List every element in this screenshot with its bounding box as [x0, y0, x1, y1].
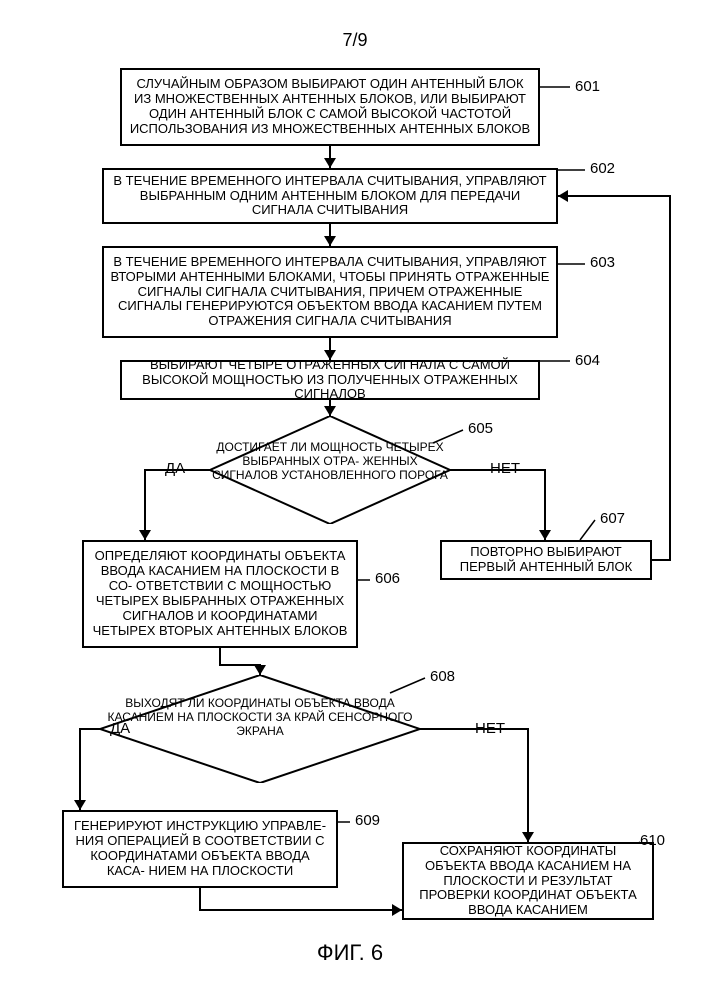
flow-box-text: ОПРЕДЕЛЯЮТ КООРДИНАТЫ ОБЪЕКТА ВВОДА КАСА…	[90, 549, 350, 639]
flow-decision-n608: ВЫХОДЯТ ЛИ КООРДИНАТЫ ОБЪЕКТА ВВОДА КАСА…	[100, 675, 420, 783]
flow-edge	[200, 888, 402, 910]
branch-label-e608_no: НЕТ	[475, 720, 505, 737]
flow-box-n601: СЛУЧАЙНЫМ ОБРАЗОМ ВЫБИРАЮТ ОДИН АНТЕННЫЙ…	[120, 68, 540, 146]
flow-box-n607: ПОВТОРНО ВЫБИРАЮТ ПЕРВЫЙ АНТЕННЫЙ БЛОК	[440, 540, 652, 580]
flow-box-n603: В ТЕЧЕНИЕ ВРЕМЕННОГО ИНТЕРВАЛА СЧИТЫВАНИ…	[102, 246, 558, 338]
ref-label-603: 603	[590, 254, 615, 271]
flow-box-text: В ТЕЧЕНИЕ ВРЕМЕННОГО ИНТЕРВАЛА СЧИТЫВАНИ…	[110, 255, 550, 330]
flow-edge	[80, 729, 100, 810]
ref-label-608: 608	[430, 668, 455, 685]
ref-label-606: 606	[375, 570, 400, 587]
flow-box-n606: ОПРЕДЕЛЯЮТ КООРДИНАТЫ ОБЪЕКТА ВВОДА КАСА…	[82, 540, 358, 648]
flow-edge	[450, 470, 545, 540]
ref-label-604: 604	[575, 352, 600, 369]
flow-box-text: ГЕНЕРИРУЮТ ИНСТРУКЦИЮ УПРАВЛЕ- НИЯ ОПЕРА…	[70, 819, 330, 879]
ref-label-601: 601	[575, 78, 600, 95]
branch-label-e605_no: НЕТ	[490, 460, 520, 477]
branch-label-e608_yes: ДА	[110, 720, 130, 737]
flow-box-text: СЛУЧАЙНЫМ ОБРАЗОМ ВЫБИРАЮТ ОДИН АНТЕННЫЙ…	[128, 77, 532, 137]
ref-label-609: 609	[355, 812, 380, 829]
flow-box-n609: ГЕНЕРИРУЮТ ИНСТРУКЦИЮ УПРАВЛЕ- НИЯ ОПЕРА…	[62, 810, 338, 888]
flow-box-n602: В ТЕЧЕНИЕ ВРЕМЕННОГО ИНТЕРВАЛА СЧИТЫВАНИ…	[102, 168, 558, 224]
flow-decision-n605: ДОСТИГАЕТ ЛИ МОЩНОСТЬ ЧЕТЫРЕХ ВЫБРАННЫХ …	[210, 416, 450, 524]
branch-label-e605_yes: ДА	[165, 460, 185, 477]
figure-label: ФИГ. 6	[290, 940, 410, 966]
flow-box-text: ПОВТОРНО ВЫБИРАЮТ ПЕРВЫЙ АНТЕННЫЙ БЛОК	[448, 545, 644, 575]
flow-box-text: В ТЕЧЕНИЕ ВРЕМЕННОГО ИНТЕРВАЛА СЧИТЫВАНИ…	[110, 174, 550, 219]
flow-edge	[220, 648, 260, 675]
ref-label-610: 610	[640, 832, 665, 849]
flow-edge	[145, 470, 210, 540]
flow-box-text: ВЫБИРАЮТ ЧЕТЫРЕ ОТРАЖЕННЫХ СИГНАЛА С САМ…	[128, 358, 532, 403]
ref-label-602: 602	[590, 160, 615, 177]
flow-decision-text: ДОСТИГАЕТ ЛИ МОЩНОСТЬ ЧЕТЫРЕХ ВЫБРАННЫХ …	[210, 441, 450, 482]
flow-edge	[558, 196, 670, 560]
flow-decision-text: ВЫХОДЯТ ЛИ КООРДИНАТЫ ОБЪЕКТА ВВОДА КАСА…	[100, 697, 420, 738]
flow-box-text: СОХРАНЯЮТ КООРДИНАТЫ ОБЪЕКТА ВВОДА КАСАН…	[410, 844, 646, 919]
flow-box-n604: ВЫБИРАЮТ ЧЕТЫРЕ ОТРАЖЕННЫХ СИГНАЛА С САМ…	[120, 360, 540, 400]
ref-label-607: 607	[600, 510, 625, 527]
ref-leader	[580, 520, 595, 540]
flow-box-n610: СОХРАНЯЮТ КООРДИНАТЫ ОБЪЕКТА ВВОДА КАСАН…	[402, 842, 654, 920]
page-number: 7/9	[330, 30, 380, 51]
flow-edge	[420, 729, 528, 842]
ref-label-605: 605	[468, 420, 493, 437]
